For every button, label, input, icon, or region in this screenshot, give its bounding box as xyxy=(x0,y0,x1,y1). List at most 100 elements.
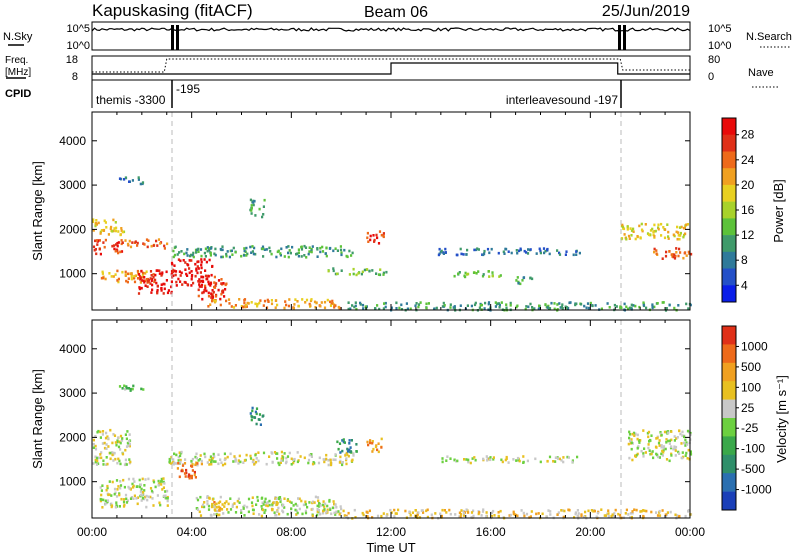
heatmap-cell xyxy=(687,509,690,512)
heatmap-cell xyxy=(247,497,251,501)
heatmap-cell xyxy=(140,499,143,502)
heatmap-cell xyxy=(129,272,132,275)
heatmap-cell xyxy=(670,452,673,456)
heatmap-cell xyxy=(92,229,95,232)
heatmap-cell xyxy=(186,274,189,277)
heatmap-cell xyxy=(377,242,381,245)
heatmap-cell xyxy=(157,483,160,487)
heatmap-cell xyxy=(197,459,200,462)
heatmap-cell xyxy=(449,512,452,516)
heatmap-cell xyxy=(360,272,363,276)
heatmap-cell xyxy=(195,452,198,456)
heatmap-cell xyxy=(470,511,474,514)
heatmap-cell xyxy=(437,253,440,257)
heatmap-cell xyxy=(224,288,227,291)
heatmap-cell xyxy=(344,454,347,457)
heatmap-cell xyxy=(477,512,480,516)
heatmap-cell xyxy=(515,249,518,252)
heatmap-cell xyxy=(586,302,590,305)
heatmap-cell xyxy=(208,258,211,262)
heatmap-cell xyxy=(341,463,344,467)
heatmap-cell xyxy=(142,271,145,275)
heatmap-cell xyxy=(99,230,102,234)
heatmap-cell xyxy=(607,515,610,518)
heatmap-cell xyxy=(322,509,325,513)
heatmap-cell xyxy=(676,514,679,517)
heatmap-cell xyxy=(286,512,289,516)
heatmap-cell xyxy=(206,496,209,499)
heatmap-cell xyxy=(97,239,100,242)
heatmap-cell xyxy=(516,456,520,460)
heatmap-cell xyxy=(212,460,215,463)
heatmap-cell xyxy=(119,480,122,483)
heatmap-cell xyxy=(277,506,280,510)
heatmap-cell xyxy=(280,457,283,461)
heatmap-cell xyxy=(170,462,173,465)
colorbar-tick-label: 100 xyxy=(741,380,761,394)
heatmap-cell xyxy=(105,447,108,450)
heatmap-cell xyxy=(259,423,262,426)
heatmap-cell xyxy=(170,456,173,459)
heatmap-cell xyxy=(105,443,108,446)
heatmap-cell xyxy=(262,255,265,258)
heatmap-cell xyxy=(632,230,635,233)
heatmap-cell xyxy=(244,250,247,253)
heatmap-cell xyxy=(285,303,288,307)
heatmap-cell xyxy=(521,279,524,282)
heatmap-cell xyxy=(351,304,354,307)
heatmap-cell xyxy=(214,247,217,251)
heatmap-cell xyxy=(338,442,342,445)
heatmap-cell xyxy=(141,273,144,276)
heatmap-cell xyxy=(114,229,117,233)
heatmap-cell xyxy=(373,240,376,243)
heatmap-cell xyxy=(546,460,549,463)
heatmap-cell xyxy=(485,455,488,458)
heatmap-cell xyxy=(332,267,335,270)
heatmap-cell xyxy=(624,512,627,515)
heatmap-cell xyxy=(151,497,154,500)
heatmap-cell xyxy=(489,456,492,459)
heatmap-cell xyxy=(630,308,633,311)
heatmap-cell xyxy=(660,452,663,456)
heatmap-cell xyxy=(220,461,223,464)
heatmap-cell xyxy=(673,306,676,310)
heatmap-cell xyxy=(346,447,349,451)
heatmap-cell xyxy=(552,460,555,463)
heatmap-cell xyxy=(107,437,110,440)
heatmap-cell xyxy=(285,460,288,464)
heatmap-cell xyxy=(124,239,127,242)
heatmap-cell xyxy=(583,304,586,308)
heatmap-cell xyxy=(642,452,645,455)
heatmap-cell xyxy=(562,460,565,464)
heatmap-cell xyxy=(214,253,217,257)
heatmap-cell xyxy=(653,223,656,227)
heatmap-cell xyxy=(494,305,497,308)
heatmap-cell xyxy=(507,250,510,253)
heatmap-cell xyxy=(178,251,181,254)
heatmap-cell xyxy=(173,253,177,257)
heatmap-cell xyxy=(281,509,284,513)
heatmap-cell xyxy=(395,512,398,515)
heatmap-cell xyxy=(400,303,403,307)
heatmap-cell xyxy=(674,449,677,452)
heatmap-cell xyxy=(221,255,224,259)
heatmap-cell xyxy=(560,509,563,512)
heatmap-cell xyxy=(352,454,355,457)
heatmap-cell xyxy=(662,446,665,450)
heatmap-cell xyxy=(318,502,321,505)
heatmap-cell xyxy=(189,474,192,478)
heatmap-cell xyxy=(525,512,529,516)
heatmap-cell xyxy=(101,270,104,274)
heatmap-cell xyxy=(219,247,222,251)
heatmap-cell xyxy=(338,461,341,464)
heatmap-cell xyxy=(687,307,690,310)
heatmap-cell xyxy=(655,252,658,255)
nave-tick-top: 80 xyxy=(708,54,720,66)
heatmap-cell xyxy=(207,504,211,508)
heatmap-cell xyxy=(303,244,306,248)
heatmap-cell xyxy=(250,251,253,254)
heatmap-cell xyxy=(204,247,207,251)
heatmap-cell xyxy=(537,307,540,311)
heatmap-cell xyxy=(674,513,677,517)
heatmap-cell xyxy=(449,457,452,460)
